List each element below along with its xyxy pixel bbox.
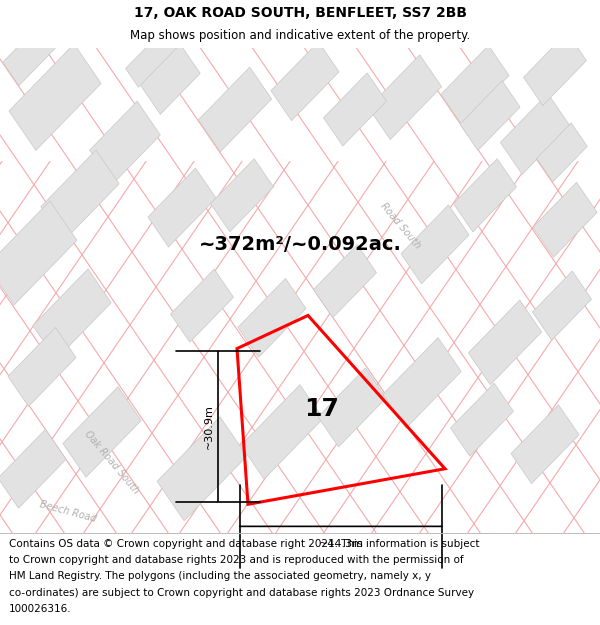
Polygon shape [323, 73, 386, 146]
Polygon shape [532, 271, 592, 340]
Polygon shape [157, 417, 247, 521]
Polygon shape [199, 67, 272, 152]
Text: HM Land Registry. The polygons (including the associated geometry, namely x, y: HM Land Registry. The polygons (includin… [9, 571, 431, 581]
Text: 17: 17 [304, 398, 339, 421]
Text: Road South: Road South [378, 201, 422, 251]
Polygon shape [0, 429, 66, 508]
Polygon shape [511, 405, 579, 484]
Polygon shape [460, 81, 520, 151]
Polygon shape [318, 368, 386, 447]
Text: ~44.3m: ~44.3m [319, 539, 364, 549]
Polygon shape [524, 32, 586, 106]
Polygon shape [41, 150, 119, 241]
Polygon shape [148, 168, 216, 247]
Polygon shape [140, 43, 200, 114]
Text: 100026316.: 100026316. [9, 604, 71, 614]
Polygon shape [314, 244, 376, 318]
Polygon shape [63, 387, 141, 478]
Polygon shape [238, 279, 306, 358]
Polygon shape [441, 46, 509, 124]
Polygon shape [8, 328, 76, 406]
Polygon shape [271, 42, 339, 121]
Polygon shape [451, 383, 514, 456]
Polygon shape [500, 94, 569, 174]
Text: to Crown copyright and database rights 2023 and is reproduced with the permissio: to Crown copyright and database rights 2… [9, 555, 464, 565]
Polygon shape [33, 269, 111, 359]
Polygon shape [9, 44, 101, 151]
Polygon shape [401, 205, 469, 284]
Polygon shape [533, 182, 597, 258]
Polygon shape [0, 201, 77, 305]
Polygon shape [537, 123, 587, 182]
Text: Oak Road South: Oak Road South [83, 429, 141, 496]
Text: Map shows position and indicative extent of the property.: Map shows position and indicative extent… [130, 29, 470, 42]
Text: co-ordinates) are subject to Crown copyright and database rights 2023 Ordnance S: co-ordinates) are subject to Crown copyr… [9, 588, 474, 598]
Text: Beech Road: Beech Road [38, 499, 97, 524]
Polygon shape [454, 159, 517, 232]
Polygon shape [211, 159, 274, 232]
Polygon shape [125, 21, 184, 88]
Polygon shape [383, 338, 461, 428]
Text: 17, OAK ROAD SOUTH, BENFLEET, SS7 2BB: 17, OAK ROAD SOUTH, BENFLEET, SS7 2BB [133, 6, 467, 21]
Polygon shape [469, 300, 542, 385]
Polygon shape [368, 55, 442, 139]
Polygon shape [170, 269, 233, 342]
Polygon shape [89, 101, 160, 184]
Polygon shape [241, 385, 323, 479]
Text: ~30.9m: ~30.9m [204, 404, 214, 449]
Text: Contains OS data © Crown copyright and database right 2021. This information is : Contains OS data © Crown copyright and d… [9, 539, 479, 549]
Polygon shape [3, 22, 57, 86]
Text: ~372m²/~0.092ac.: ~372m²/~0.092ac. [199, 235, 401, 254]
